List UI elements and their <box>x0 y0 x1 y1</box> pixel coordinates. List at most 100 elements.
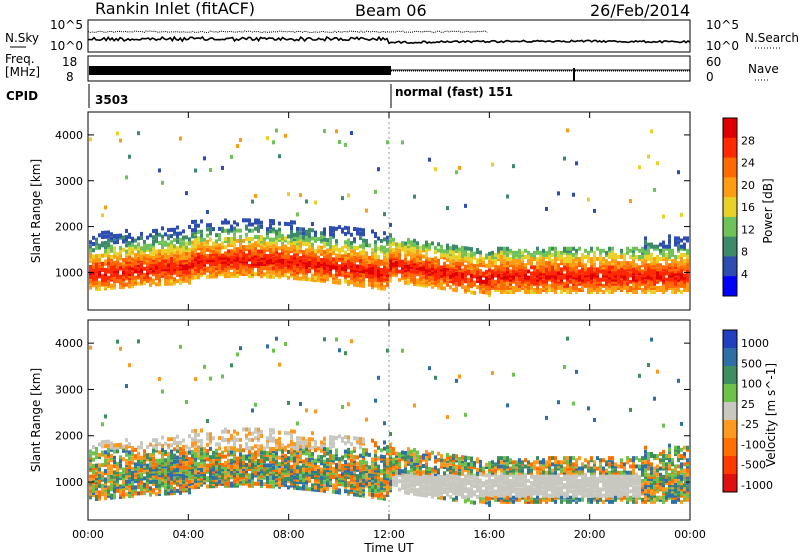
velocity-cell <box>155 481 158 486</box>
power-cell <box>593 254 596 259</box>
velocity-cell <box>323 447 326 452</box>
velocity-cell <box>332 443 335 448</box>
velocity-cell <box>278 476 281 481</box>
power-cell <box>545 285 548 290</box>
power-cell <box>413 249 416 254</box>
velocity-cell <box>272 348 275 353</box>
velocity-cell <box>302 459 305 464</box>
power-cell <box>539 263 542 268</box>
power-cell <box>677 261 680 266</box>
velocity-cell <box>284 470 287 475</box>
power-cell <box>677 287 680 292</box>
power-cell <box>458 274 461 279</box>
velocity-cell <box>308 453 311 458</box>
velocity-cell <box>230 481 233 486</box>
power-cell <box>605 263 608 268</box>
velocity-cell <box>218 452 221 457</box>
power-cell <box>305 254 308 259</box>
power-cell <box>596 269 599 274</box>
power-cell <box>464 266 467 271</box>
velocity-cell <box>230 483 233 488</box>
velocity-cell <box>356 474 359 479</box>
power-cell <box>206 210 209 215</box>
power-cell <box>455 246 458 251</box>
velocity-cell <box>158 479 161 484</box>
power-cell <box>683 242 686 247</box>
velocity-cell <box>122 444 125 449</box>
power-cell <box>503 275 506 280</box>
velocity-cell <box>206 465 209 470</box>
power-cell <box>131 273 134 278</box>
power-cell <box>113 240 116 245</box>
power-cell <box>311 244 314 249</box>
power-cell <box>404 247 407 252</box>
power-cell <box>275 235 278 240</box>
power-cell <box>296 233 299 238</box>
velocity-cell <box>353 471 356 476</box>
power-cell <box>176 272 179 277</box>
power-cell <box>572 275 575 280</box>
power-cell <box>320 239 323 244</box>
power-cell <box>146 278 149 283</box>
power-cell <box>260 266 263 271</box>
power-cell <box>332 228 335 233</box>
velocity-cell <box>167 445 170 450</box>
power-cell <box>488 251 491 256</box>
power-cell <box>611 254 614 259</box>
power-cell <box>230 263 233 268</box>
power-cell <box>398 253 401 258</box>
power-cell <box>464 264 467 269</box>
power-cell <box>362 261 365 266</box>
power-cell <box>425 279 428 284</box>
power-cell <box>440 277 443 282</box>
velocity-cell <box>260 471 263 476</box>
power-cell <box>140 231 143 236</box>
velocity-cell <box>167 481 170 486</box>
power-cell <box>680 290 683 295</box>
power-cell <box>185 260 188 265</box>
power-cell <box>293 255 296 260</box>
power-cell <box>101 276 104 281</box>
power-cell <box>647 154 650 159</box>
power-cell <box>683 236 686 241</box>
power-cell <box>488 280 491 285</box>
velocity-cell <box>335 463 338 468</box>
velocity-cell <box>158 458 161 463</box>
power-cell <box>305 250 308 255</box>
power-cell <box>206 258 209 263</box>
power-cell <box>506 263 509 268</box>
power-cell <box>350 131 353 136</box>
velocity-cell <box>110 458 113 463</box>
power-cell <box>293 261 296 266</box>
power-cell <box>536 290 539 295</box>
power-cell <box>167 259 170 264</box>
power-cell <box>92 279 95 284</box>
power-cell <box>491 257 494 262</box>
power-cell <box>110 285 113 290</box>
power-cell <box>314 253 317 258</box>
power-cell <box>527 275 530 280</box>
velocity-cell <box>236 460 239 465</box>
velocity-cell <box>290 441 293 446</box>
power-cell <box>179 266 182 271</box>
velocity-cell <box>101 486 104 491</box>
power-cell <box>170 234 173 239</box>
power-cell <box>179 262 182 267</box>
velocity-cell <box>287 462 290 467</box>
power-cell <box>497 273 500 278</box>
power-cell <box>548 250 551 255</box>
power-cell <box>476 264 479 269</box>
power-cell <box>572 263 575 268</box>
power-cell <box>485 280 488 285</box>
power-cell <box>605 275 608 280</box>
power-cell <box>221 265 224 270</box>
power-cell <box>353 272 356 277</box>
power-cell <box>290 255 293 260</box>
velocity-cell <box>323 480 326 485</box>
power-cell <box>488 276 491 281</box>
power-cell <box>185 270 188 275</box>
power-cell <box>377 265 380 270</box>
power-cell <box>365 263 368 268</box>
velocity-cell <box>116 476 119 481</box>
power-cell <box>515 277 518 282</box>
